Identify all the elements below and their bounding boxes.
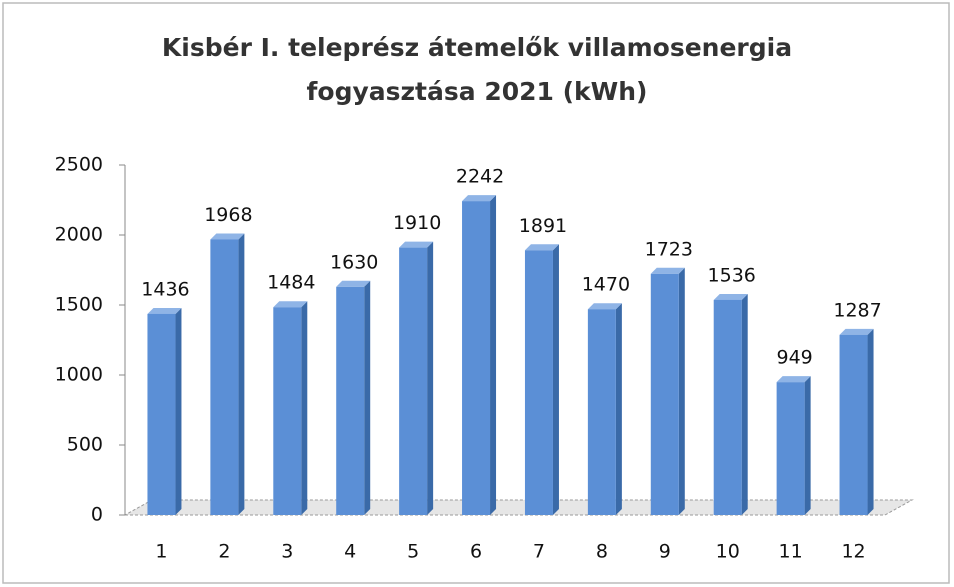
value-label: 1484 xyxy=(267,272,315,294)
bar-top xyxy=(399,241,434,248)
bar xyxy=(336,286,365,515)
bar xyxy=(650,273,679,515)
value-label: 1436 xyxy=(141,278,189,300)
bar-top xyxy=(336,280,371,287)
bar-top xyxy=(776,376,811,383)
bar-top xyxy=(462,195,497,202)
bar-side xyxy=(490,195,497,515)
bar xyxy=(713,299,742,515)
x-tick-label: 3 xyxy=(281,541,293,563)
bar-side xyxy=(427,241,434,515)
bar-side xyxy=(364,280,371,515)
x-tick-label: 11 xyxy=(779,541,803,563)
bar-top xyxy=(210,233,245,240)
bar-top xyxy=(839,328,874,335)
bar xyxy=(147,313,176,515)
value-label: 1968 xyxy=(204,204,252,226)
bar-side xyxy=(867,328,874,515)
bar-side xyxy=(301,301,308,515)
y-tick-label: 1000 xyxy=(55,364,103,386)
x-tick-label: 7 xyxy=(533,541,545,563)
bar-top xyxy=(147,307,182,314)
x-tick-label: 10 xyxy=(716,541,740,563)
x-tick-label: 5 xyxy=(407,541,419,563)
bar xyxy=(839,334,868,515)
bar xyxy=(210,239,239,516)
bar-side xyxy=(615,303,622,515)
x-tick-label: 1 xyxy=(155,541,167,563)
y-tick-label: 1500 xyxy=(55,294,103,316)
bar-top xyxy=(273,301,308,308)
y-tick-label: 2500 xyxy=(55,154,103,176)
value-label: 1723 xyxy=(645,238,693,260)
chart-title: Kisbér I. teleprész átemelők villamosene… xyxy=(161,33,793,106)
bar-side xyxy=(238,233,245,516)
bar-top xyxy=(650,267,685,274)
x-tick-label: 9 xyxy=(659,541,671,563)
value-label: 1910 xyxy=(393,212,441,234)
value-label: 1536 xyxy=(708,264,756,286)
value-label: 1287 xyxy=(833,299,881,321)
x-tick-label: 6 xyxy=(470,541,482,563)
bar-side xyxy=(175,307,182,515)
x-tick-label: 2 xyxy=(218,541,230,563)
x-tick-label: 12 xyxy=(841,541,865,563)
bar xyxy=(462,201,491,515)
y-tick-label: 0 xyxy=(91,504,103,526)
bar xyxy=(524,250,553,515)
bar-side xyxy=(804,376,811,515)
bar-top xyxy=(587,303,622,310)
bar xyxy=(776,382,805,515)
bar xyxy=(273,307,302,515)
value-label: 1470 xyxy=(582,274,630,296)
bar-side xyxy=(741,293,748,515)
y-tick-label: 500 xyxy=(67,434,103,456)
bar-top xyxy=(713,293,748,300)
bar xyxy=(399,247,428,515)
value-label: 949 xyxy=(776,347,812,369)
bar-side xyxy=(552,244,559,515)
bar-side xyxy=(678,267,685,515)
value-label: 2242 xyxy=(456,166,504,188)
x-tick-label: 8 xyxy=(596,541,608,563)
bar-top xyxy=(524,244,559,251)
y-tick-label: 2000 xyxy=(55,224,103,246)
value-label: 1630 xyxy=(330,251,378,273)
x-tick-label: 4 xyxy=(344,541,356,563)
value-label: 1891 xyxy=(519,215,567,237)
bar xyxy=(587,309,616,515)
